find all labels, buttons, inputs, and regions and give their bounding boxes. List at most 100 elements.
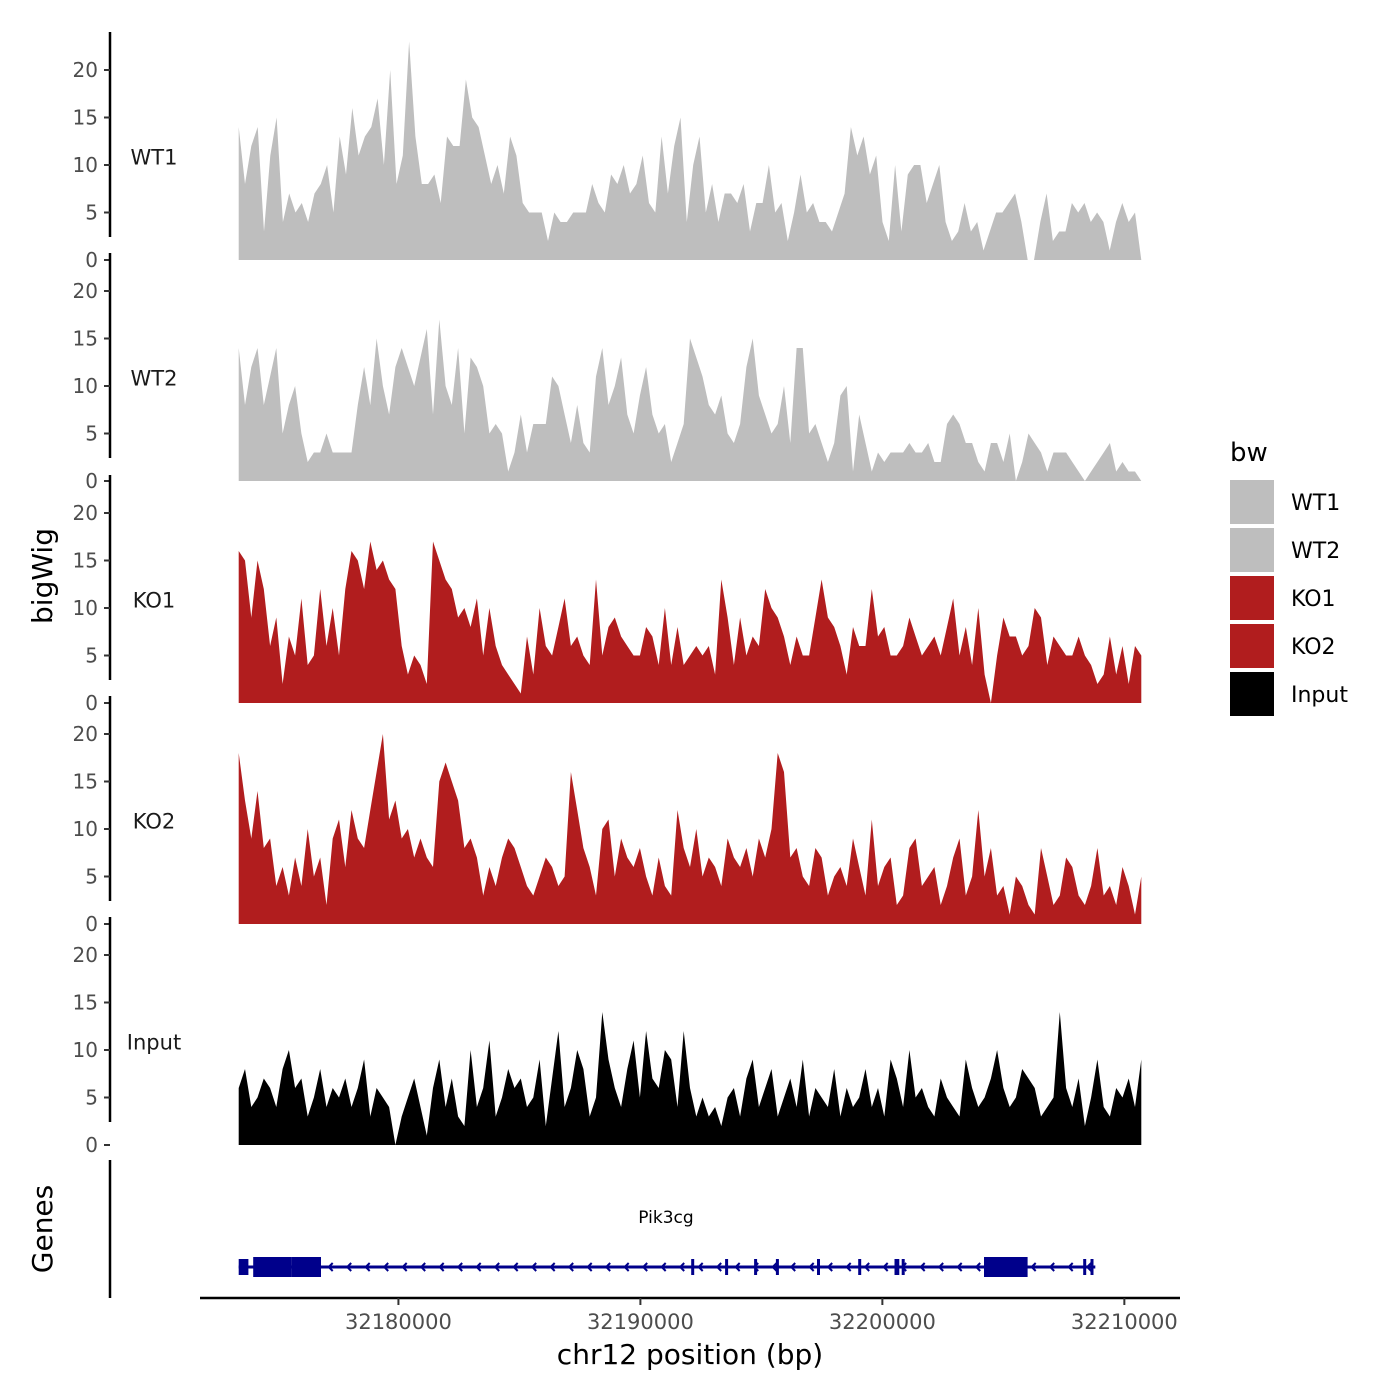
legend-label: KO1 bbox=[1291, 587, 1336, 612]
strand-arrow-icon bbox=[530, 1262, 537, 1272]
exon bbox=[775, 1259, 779, 1275]
strand-arrow-icon bbox=[789, 1262, 796, 1272]
exon bbox=[292, 1257, 321, 1277]
strand-arrow-icon bbox=[974, 1262, 981, 1272]
strand-arrow-icon bbox=[567, 1262, 574, 1272]
strand-arrow-icon bbox=[734, 1262, 741, 1272]
strand-arrow-icon bbox=[549, 1262, 556, 1272]
strand-arrow-icon bbox=[1030, 1262, 1037, 1272]
y-tick-label: 5 bbox=[85, 644, 98, 668]
x-tick-label: 32190000 bbox=[587, 1310, 694, 1334]
strand-arrow-icon bbox=[1048, 1262, 1055, 1272]
strand-arrow-icon bbox=[678, 1262, 685, 1272]
x-axis-title: chr12 position (bp) bbox=[557, 1338, 823, 1371]
strand-arrow-icon bbox=[512, 1262, 519, 1272]
y-tick-label: 10 bbox=[73, 817, 98, 841]
exon bbox=[901, 1259, 905, 1275]
strand-arrow-icon bbox=[882, 1262, 889, 1272]
track-panel-ko2: 0 5 10 15 20 KO2 bbox=[73, 696, 1142, 936]
track-panel-input: 0 5 10 15 20 Input bbox=[73, 917, 1142, 1157]
strand-arrow-icon bbox=[604, 1262, 611, 1272]
strand-arrow-icon bbox=[715, 1262, 722, 1272]
track-label: WT1 bbox=[131, 145, 178, 169]
strand-arrow-icon bbox=[493, 1262, 500, 1272]
exon bbox=[253, 1257, 292, 1277]
y-tick-label: 10 bbox=[73, 1038, 98, 1062]
legend-swatch-input bbox=[1230, 672, 1274, 716]
y-tick-label: 0 bbox=[85, 912, 98, 936]
y-tick-label: 0 bbox=[85, 469, 98, 493]
strand-arrow-icon bbox=[660, 1262, 667, 1272]
track-label: KO1 bbox=[133, 588, 176, 612]
track-panel-ko1: 0 5 10 15 20 KO1 bbox=[73, 475, 1142, 715]
strand-arrow-icon bbox=[808, 1262, 815, 1272]
y-tick-label: 20 bbox=[73, 58, 98, 82]
strand-arrow-icon bbox=[438, 1262, 445, 1272]
gene-label: Pik3cg bbox=[638, 1208, 693, 1228]
strand-arrow-icon bbox=[1085, 1262, 1092, 1272]
y-tick-label: 20 bbox=[73, 943, 98, 967]
x-tick-label: 32200000 bbox=[829, 1310, 936, 1334]
genes-axis-title: Genes bbox=[26, 1185, 59, 1273]
strand-arrow-icon bbox=[327, 1262, 334, 1272]
track-label: Input bbox=[127, 1030, 181, 1054]
legend-swatch-wt1 bbox=[1230, 480, 1274, 524]
exon bbox=[817, 1259, 820, 1275]
track-panel-wt2: 0 5 10 15 20 WT2 bbox=[73, 253, 1142, 493]
strand-arrow-icon bbox=[401, 1262, 408, 1272]
strand-arrow-icon bbox=[475, 1262, 482, 1272]
x-axis: 32180000 32190000 32200000 32210000 bbox=[200, 1296, 1180, 1334]
exon bbox=[725, 1259, 729, 1275]
y-tick-label: 15 bbox=[73, 991, 98, 1015]
y-tick-label: 10 bbox=[73, 596, 98, 620]
legend-label: WT2 bbox=[1291, 539, 1340, 564]
strand-arrow-icon bbox=[937, 1262, 944, 1272]
strand-arrow-icon bbox=[586, 1262, 593, 1272]
coverage-area-wt2 bbox=[238, 319, 1142, 481]
y-tick-label: 15 bbox=[73, 770, 98, 794]
strand-arrow-icon bbox=[863, 1262, 870, 1272]
y-tick-label: 15 bbox=[73, 549, 98, 573]
strand-arrow-icon bbox=[623, 1262, 630, 1272]
exon bbox=[1090, 1259, 1094, 1275]
strand-arrow-icon bbox=[641, 1262, 648, 1272]
strand-arrow-icon bbox=[345, 1262, 352, 1272]
exon bbox=[754, 1259, 758, 1275]
y-tick-label: 0 bbox=[85, 248, 98, 272]
y-tick-label: 5 bbox=[85, 422, 98, 446]
strand-arrow-icon bbox=[364, 1262, 371, 1272]
coverage-area-ko1 bbox=[238, 541, 1142, 703]
coverage-tracks: 0 5 10 15 20 WT1 0 5 10 15 20 WT2 0 5 10 15 20 KO1 0 5 10 15 2… bbox=[73, 32, 1142, 1157]
legend-title: bw bbox=[1230, 438, 1268, 468]
exon bbox=[984, 1257, 1028, 1277]
strand-arrow-icon bbox=[382, 1262, 389, 1272]
y-tick-label: 15 bbox=[73, 327, 98, 351]
y-tick-label: 20 bbox=[73, 501, 98, 525]
y-tick-label: 0 bbox=[85, 691, 98, 715]
legend-swatch-ko1 bbox=[1230, 576, 1274, 620]
y-tick-label: 0 bbox=[85, 1133, 98, 1157]
y-tick-label: 10 bbox=[73, 153, 98, 177]
y-tick-label: 5 bbox=[85, 1086, 98, 1110]
strand-arrow-icon bbox=[826, 1262, 833, 1272]
y-axis-title: bigWig bbox=[26, 528, 59, 624]
coverage-area-ko2 bbox=[238, 734, 1142, 924]
track-label: WT2 bbox=[131, 366, 178, 390]
strand-arrow-icon bbox=[956, 1262, 963, 1272]
exon bbox=[894, 1259, 900, 1275]
y-tick-label: 20 bbox=[73, 722, 98, 746]
y-tick-label: 10 bbox=[73, 374, 98, 398]
y-tick-label: 5 bbox=[85, 865, 98, 889]
x-tick-label: 32210000 bbox=[1071, 1310, 1178, 1334]
strand-arrow-icon bbox=[845, 1262, 852, 1272]
strand-arrow-icon bbox=[919, 1262, 926, 1272]
coverage-area-wt1 bbox=[238, 41, 1142, 260]
legend-swatch-wt2 bbox=[1230, 528, 1274, 572]
strand-arrow-icon bbox=[771, 1262, 778, 1272]
y-tick-label: 5 bbox=[85, 201, 98, 225]
legend-label: Input bbox=[1291, 683, 1348, 708]
exon bbox=[238, 1259, 249, 1275]
x-tick-label: 32180000 bbox=[345, 1310, 452, 1334]
strand-arrow-icon bbox=[456, 1262, 463, 1272]
